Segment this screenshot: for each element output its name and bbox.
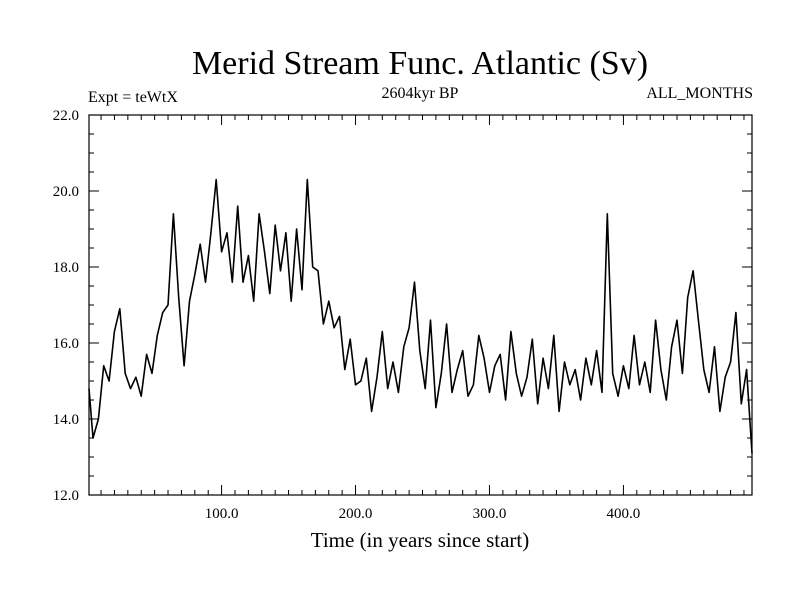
x-axis-label: Time (in years since start) <box>311 528 530 552</box>
experiment-label: Expt = teWtX <box>88 89 178 106</box>
y-tick-label: 18.0 <box>53 260 79 276</box>
x-tick-label: 400.0 <box>607 506 641 522</box>
y-tick-label: 14.0 <box>53 412 79 428</box>
months-label: ALL_MONTHS <box>646 85 753 102</box>
period-label: 2604kyr BP <box>382 85 459 102</box>
series-line <box>88 178 753 454</box>
y-tick-label: 16.0 <box>53 336 79 352</box>
tick-labels: 100.0 200.0 300.0 400.0 12.0 14.0 16.0 18.0 20.0… <box>53 108 641 522</box>
x-tick-label: 300.0 <box>473 506 507 522</box>
chart-title: Merid Stream Func. Atlantic (Sv) <box>192 45 648 82</box>
x-tick-label: 200.0 <box>339 506 373 522</box>
x-tick-label: 100.0 <box>205 506 239 522</box>
y-tick-label: 20.0 <box>53 184 79 200</box>
y-tick-label: 22.0 <box>53 108 79 124</box>
ticks <box>89 114 752 496</box>
y-tick-label: 12.0 <box>53 488 79 504</box>
